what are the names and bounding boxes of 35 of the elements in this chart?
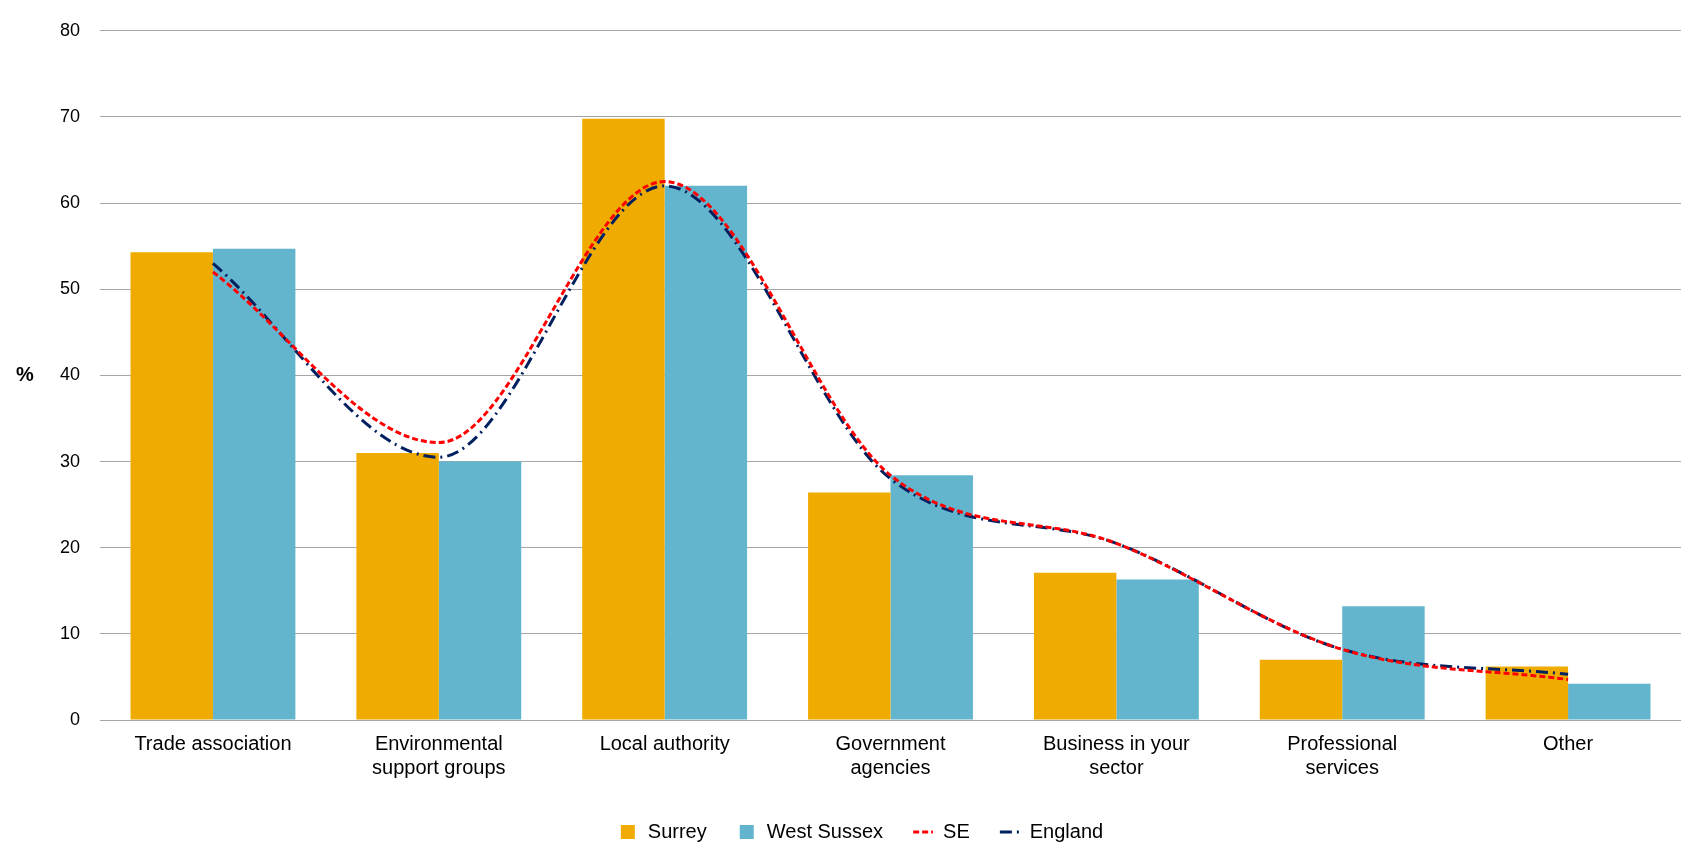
bar	[212, 248, 296, 720]
bar	[1342, 606, 1425, 720]
bar	[1033, 572, 1117, 720]
y-tick-label: 0	[70, 708, 81, 729]
x-tick-label: Business in your sector	[1042, 731, 1191, 778]
y-tick-label: 10	[59, 622, 81, 643]
legend-label: West Sussex	[766, 819, 884, 842]
y-tick-label: 80	[59, 19, 81, 40]
bar	[582, 118, 665, 720]
y-tick-label: 70	[59, 105, 81, 126]
x-tick-label: Trade association	[134, 731, 292, 754]
bar	[1116, 579, 1199, 720]
bar	[664, 185, 748, 720]
x-tick-label: Professional services	[1287, 731, 1398, 778]
x-tick-label: Environmental support groups	[372, 731, 506, 778]
y-axis-title: %	[16, 362, 35, 385]
bar	[130, 252, 213, 720]
legend-label: England	[1029, 819, 1104, 842]
bar	[890, 475, 973, 720]
y-tick-label: 60	[59, 192, 81, 213]
bar	[1259, 659, 1343, 720]
legend-label: Surrey	[647, 819, 707, 842]
bar	[438, 461, 522, 720]
y-tick-label: 20	[59, 536, 81, 557]
bar	[1485, 666, 1569, 720]
x-tick-label: Local authority	[599, 731, 730, 754]
bar	[1568, 683, 1651, 720]
y-tick-label: 50	[59, 278, 81, 299]
bar	[356, 452, 439, 720]
legend-label: SE	[943, 819, 970, 842]
bar	[808, 492, 891, 720]
x-tick-label: Government agencies	[835, 731, 946, 778]
y-tick-label: 40	[59, 364, 81, 385]
x-tick-label: Other	[1543, 731, 1594, 754]
y-tick-label: 30	[59, 450, 81, 471]
